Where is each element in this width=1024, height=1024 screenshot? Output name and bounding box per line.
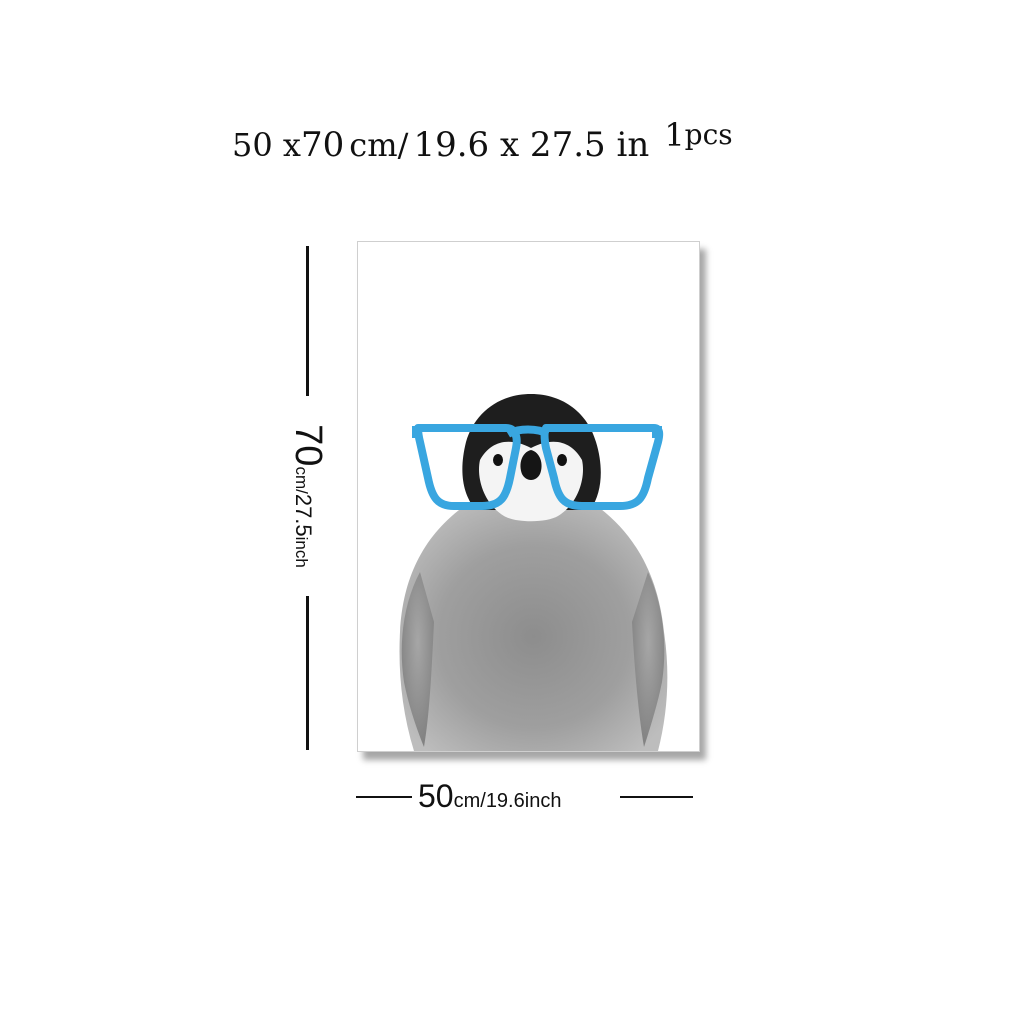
width-unit: cm/ (453, 790, 486, 812)
height-value: 70 (287, 424, 329, 467)
height-dimension-line-top (306, 246, 309, 396)
title-cm-sep: cm/ (349, 126, 409, 164)
height-inch-value: 27.5 (291, 493, 316, 537)
width-dimension-line-left (356, 796, 412, 798)
width-inch-value: 19.6 (485, 790, 525, 812)
penguin-artwork (399, 394, 668, 751)
glasses-right-hinge (652, 426, 662, 438)
title-quantity: 1pcs (664, 119, 732, 154)
canvas-print (357, 241, 700, 752)
height-dimension-label: 70cm/27.5inch (287, 424, 329, 568)
penguin-beak (520, 450, 542, 480)
title-qty-unit: pcs (684, 118, 733, 151)
penguin-body (399, 497, 668, 751)
title-height: 70 (300, 125, 345, 165)
height-inch-unit: inch (292, 536, 311, 568)
width-inch-unit: inch (524, 790, 562, 812)
title-qty-num: 1 (664, 116, 685, 154)
title-inches: 19.6 x 27.5 in (413, 125, 650, 165)
penguin-right-wing (632, 572, 665, 747)
penguin-face (479, 441, 583, 522)
size-title: 50 x70 cm/ 19.6 x 27.5 in 1pcs (232, 119, 733, 165)
glasses-left-hinge (412, 426, 422, 438)
width-dimension-label: 50cm/19.6inch (418, 780, 561, 812)
penguin-left-eye (493, 454, 503, 466)
width-value: 50 (418, 778, 454, 814)
height-unit: cm/ (292, 466, 311, 494)
penguin-right-eye (557, 454, 567, 466)
width-dimension-line-right (620, 796, 693, 798)
penguin-left-wing (401, 572, 434, 747)
height-dimension-line-bottom (306, 596, 309, 750)
title-width: 50 x (232, 126, 301, 164)
